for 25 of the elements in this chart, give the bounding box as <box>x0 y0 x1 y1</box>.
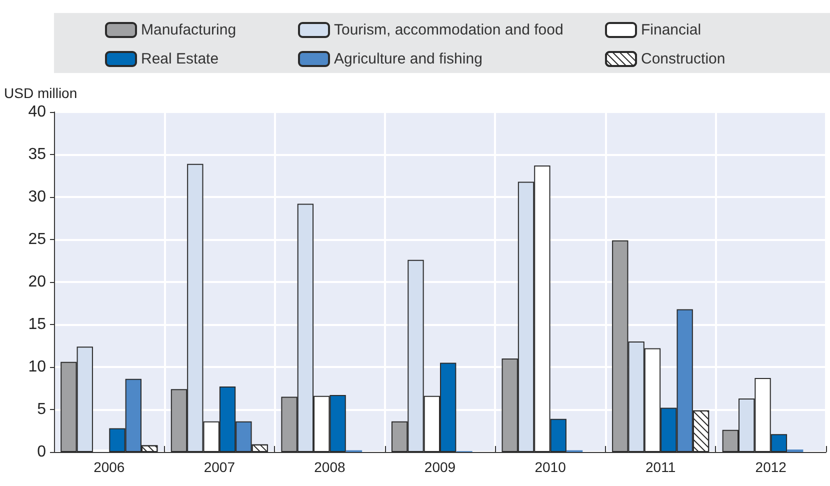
legend-label: Real Estate <box>141 50 219 68</box>
y-tick-label: 40 <box>28 104 46 120</box>
y-tick-label: 30 <box>28 188 46 206</box>
x-tick-label: 2012 <box>755 459 787 475</box>
y-tick-label: 0 <box>37 444 46 460</box>
x-tick-label: 2007 <box>204 459 236 475</box>
legend-label: Tourism, accommodation and food <box>334 22 564 38</box>
y-tick-label: 15 <box>28 316 46 333</box>
y-tick-label: 20 <box>28 274 46 290</box>
legend-label: Agriculture and fishing <box>334 50 482 68</box>
legend-label: Construction <box>641 50 726 68</box>
bar <box>787 449 804 452</box>
x-tick-label: 2011 <box>646 459 676 475</box>
x-tick-label: 2006 <box>94 459 125 475</box>
x-tick-label: 2009 <box>424 459 456 475</box>
y-tick-label: 35 <box>28 146 46 163</box>
legend-label: Manufacturing <box>141 22 236 38</box>
x-tick-label: 2008 <box>314 459 346 475</box>
y-tick-label: 5 <box>37 401 46 418</box>
y-axis-title: USD million <box>4 85 78 101</box>
legend-label: Financial <box>641 22 702 38</box>
y-tick-label: 10 <box>28 358 46 376</box>
bar <box>92 449 110 452</box>
y-tick-label: 25 <box>28 231 46 248</box>
x-tick-label: 2010 <box>534 459 566 475</box>
